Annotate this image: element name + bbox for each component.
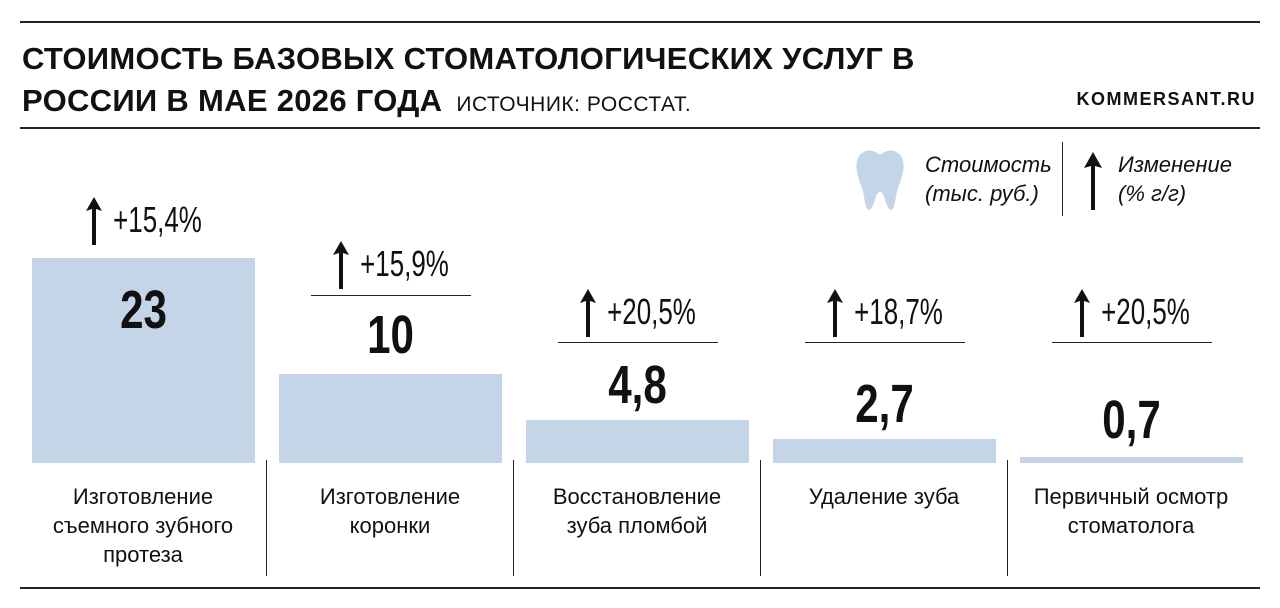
bar bbox=[1020, 456, 1243, 463]
value-label: 10 bbox=[367, 305, 414, 365]
value-label: 2,7 bbox=[855, 374, 914, 434]
value-label: 4,8 bbox=[608, 355, 667, 415]
bottom-rule bbox=[20, 587, 1260, 589]
up-arrow bbox=[827, 289, 843, 337]
up-arrow bbox=[1074, 289, 1090, 337]
change-value: +18,7% bbox=[854, 291, 943, 332]
change-label: +15,4% bbox=[20, 196, 267, 246]
chart-title: СТОИМОСТЬ БАЗОВЫХ СТОМАТОЛОГИЧЕСКИХ УСЛУ… bbox=[22, 41, 915, 118]
column-divider bbox=[760, 460, 761, 576]
category-label: Изготовление коронки bbox=[319, 484, 461, 538]
legend-label: Изменение (% г/г) bbox=[1118, 152, 1232, 206]
column-divider bbox=[1007, 460, 1008, 576]
up-arrow bbox=[86, 197, 102, 245]
column-divider bbox=[266, 460, 267, 576]
bar bbox=[773, 438, 996, 463]
column-divider bbox=[513, 460, 514, 576]
change-value: +20,5% bbox=[1101, 291, 1190, 332]
tooth-icon bbox=[856, 150, 904, 210]
legend-divider bbox=[1062, 142, 1063, 216]
category-label: Восстановление зуба пломбой bbox=[552, 484, 722, 538]
value-label: 0,7 bbox=[1102, 390, 1161, 450]
brand: KOMMERSANT.RU bbox=[1076, 89, 1256, 109]
bar bbox=[526, 420, 749, 463]
bar bbox=[32, 258, 255, 463]
header-rule bbox=[20, 127, 1260, 129]
header: СТОИМОСТЬ БАЗОВЫХ СТОМАТОЛОГИЧЕСКИХ УСЛУ… bbox=[22, 38, 982, 126]
label-rule bbox=[805, 342, 965, 343]
change-value: +20,5% bbox=[607, 291, 696, 332]
change-label: +20,5% bbox=[1008, 288, 1255, 338]
top-rule bbox=[20, 21, 1260, 23]
up-arrow bbox=[333, 241, 349, 289]
change-value: +15,4% bbox=[113, 199, 202, 240]
change-label: +18,7% bbox=[761, 288, 1008, 338]
change-label: +15,9% bbox=[267, 240, 514, 290]
source: ИСТОЧНИК: РОССТАТ. bbox=[456, 93, 692, 116]
legend-label: Стоимость (тыс. руб.) bbox=[925, 152, 1052, 206]
label-rule bbox=[1052, 342, 1212, 343]
label-rule bbox=[558, 342, 718, 343]
label-rule bbox=[311, 295, 471, 296]
legend-arrow bbox=[1084, 152, 1102, 210]
bar bbox=[279, 373, 502, 463]
up-arrow bbox=[580, 289, 596, 337]
category-label: Первичный осмотр стоматолога bbox=[1033, 484, 1229, 538]
change-value: +15,9% bbox=[360, 243, 449, 284]
value-label: 23 bbox=[120, 280, 167, 340]
change-label: +20,5% bbox=[514, 288, 761, 338]
category-label: Удаление зуба bbox=[808, 484, 960, 509]
category-label: Изготовление съемного зубного протеза bbox=[52, 484, 234, 567]
